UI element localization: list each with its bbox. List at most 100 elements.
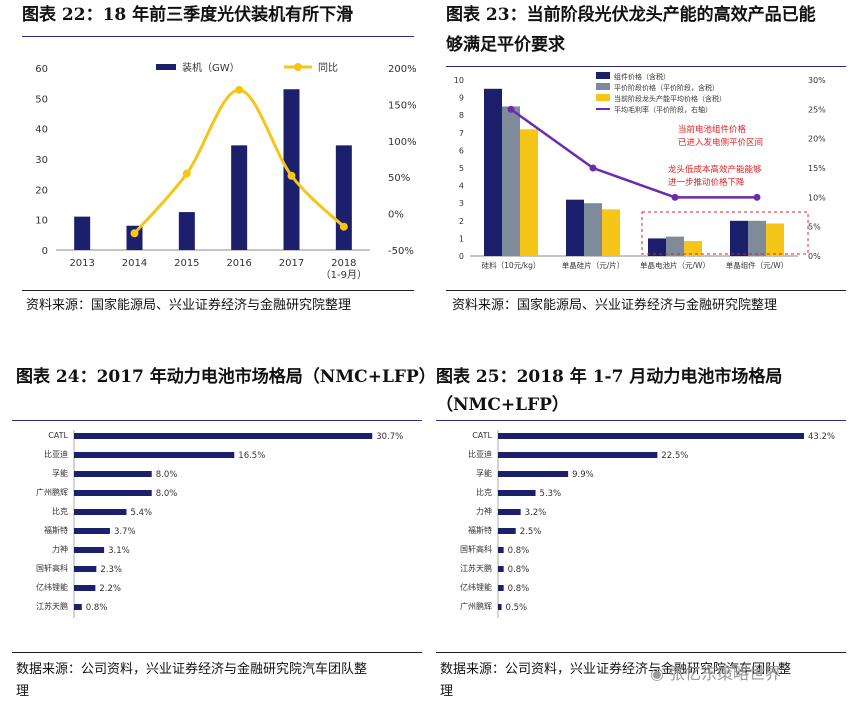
chart23-ytick-label: 9 [459,94,464,103]
wechat-icon: ◉ [650,664,670,683]
c24-value-label: 30.7% [376,432,403,442]
c24-category-label: 江苏天鹏 [36,601,68,611]
chart23-bar [584,203,602,256]
chart23-title-line2: 够满足平价要求 [446,35,565,55]
chart23-annotation-capacity: 龙头低成本高效产能能够 [668,164,762,175]
chart23-ytick-label: 0 [459,252,464,261]
chart22-y2tick-label: -50% [388,246,414,257]
chart22-plot: 0 10 20 30 40 50 60 -50% 0% 50% 100% 150% 200% 2013 20… [35,61,417,281]
c24-bar [74,471,152,477]
chart23-ytick-label: 8 [459,111,464,120]
chart22-legend-line-marker [294,63,302,71]
c25-bar [498,471,569,477]
chart23-source-rule [446,290,846,291]
chart23-y2tick-label: 25% [808,105,826,114]
chart25-title-line2: （NMC+LFP） [436,395,569,415]
chart22-y2tick-label: 50% [388,173,410,184]
chart23-y2tick-label: 10% [808,193,826,202]
c25-category-label: 比克 [476,487,492,497]
chart23-bar [602,209,620,256]
c24-value-label: 0.8% [86,603,108,613]
chart23-title-line1: 图表 23：当前阶段光伏龙头产能的高效产品已能 [446,5,816,25]
chart24-title-rule [12,420,422,421]
chart23-ytick-label: 6 [459,146,464,155]
chart22-legend-bar-swatch [156,64,176,70]
c25-value-label: 5.3% [540,489,562,499]
chart22-y2tick-label: 0% [388,210,404,221]
chart23-ytick-label: 7 [459,129,464,138]
chart23-line-margin [510,108,757,199]
c25-value-label: 9.9% [572,470,594,480]
chart23-xtick-label: 单晶电池片（元/W） [640,260,710,270]
chart23-legend-swatch [596,94,610,101]
chart23-bar [684,241,702,256]
c25-category-label: 广州鹏辉 [460,601,492,611]
chart23-plot: 0 1 2 3 4 5 6 7 8 9 10 0% 5% 10% 15% 20% 25% 30% 硅料（10元/kg… [454,72,826,270]
c24-bar [74,566,97,572]
chart23-y2tick-label: 30% [808,76,826,85]
chart22-xtick-label: （1-9月） [321,269,367,281]
c25-bar [498,452,658,458]
chart22-ytick-label: 0 [42,246,48,257]
chart22-bar [74,216,91,250]
c24-value-label: 3.1% [108,546,130,556]
chart22-ytick-label: 60 [35,64,48,75]
c24-category-label: 国轩高科 [36,563,68,573]
c24-category-label: 亿纬锂能 [36,582,68,592]
c25-category-label: 孚能 [476,468,492,478]
chart22-line-point [287,171,296,180]
chart23-line-point [589,164,597,172]
chart24-title: 图表 24：2017 年动力电池市场格局（NMC+LFP） [16,367,436,387]
chart23-annotation-price: 已进入发电侧平价区间 [678,137,763,148]
chart23-y2tick-label: 0% [808,252,821,261]
c25-bar [498,433,804,439]
chart22-bar [335,145,352,250]
chart22-xtick-label: 2016 [226,258,251,269]
c24-bar [74,490,152,496]
c25-value-label: 0.8% [508,584,530,594]
chart23-ytick-label: 4 [459,182,464,191]
chart23-bar [648,238,666,256]
c25-bar [498,509,521,515]
chart23-legend-label: 平价阶段价格（平价阶段，含税） [614,83,719,92]
chart23-annotation-capacity: 进一步推动价格下降 [668,177,745,188]
chart23-ytick-label: 3 [459,199,464,208]
c24-category-label: 福斯特 [44,525,68,535]
c24-category-label: 比克 [52,506,68,516]
chart22-bar [126,225,143,250]
chart22-ytick-label: 40 [35,125,48,136]
chart22-line-point [130,229,139,238]
chart22-y2tick-label: 100% [388,137,417,148]
chart24-source-line2: 理 [16,684,30,699]
chart23-ytick-label: 2 [459,217,464,226]
c24-value-label: 3.7% [114,527,136,537]
chart23-bar [766,223,784,256]
c25-value-label: 0.8% [508,565,530,575]
c24-bar [74,604,82,610]
chart22-bar [283,89,300,250]
c24-category-label: CATL [48,431,68,440]
chart23-bar [484,88,502,256]
chart25-plot: CATL 43.2% 比亚迪 22.5% 孚能 9.9% 比克 5.3% 力神 3.2% 福斯特 2.… [460,430,835,618]
chart23-y2tick-label: 5% [808,223,821,232]
c25-bar [498,604,502,610]
chart23-bar [502,106,520,257]
chart23-xtick-label: 单晶硅片（元/片） [562,260,625,270]
chart22-bar [178,212,195,250]
c25-category-label: 福斯特 [468,525,492,535]
c25-category-label: 比亚迪 [468,449,492,459]
chart22-ytick-label: 10 [35,216,48,227]
c24-bar [74,528,110,534]
c25-value-label: 43.2% [808,432,835,442]
chart22-line-point [235,85,244,94]
chart22-xtick-label: 2015 [174,258,199,269]
chart25-source-line2: 理 [440,684,454,699]
c25-bar [498,566,504,572]
chart23-line-point [753,193,761,201]
chart22-ytick-label: 30 [35,155,48,166]
c24-category-label: 比亚迪 [44,449,68,459]
chart23-legend-swatch [596,83,610,90]
c24-category-label: 广州鹏辉 [36,487,68,497]
c25-bar [498,585,504,591]
c25-category-label: 亿纬锂能 [460,582,492,592]
